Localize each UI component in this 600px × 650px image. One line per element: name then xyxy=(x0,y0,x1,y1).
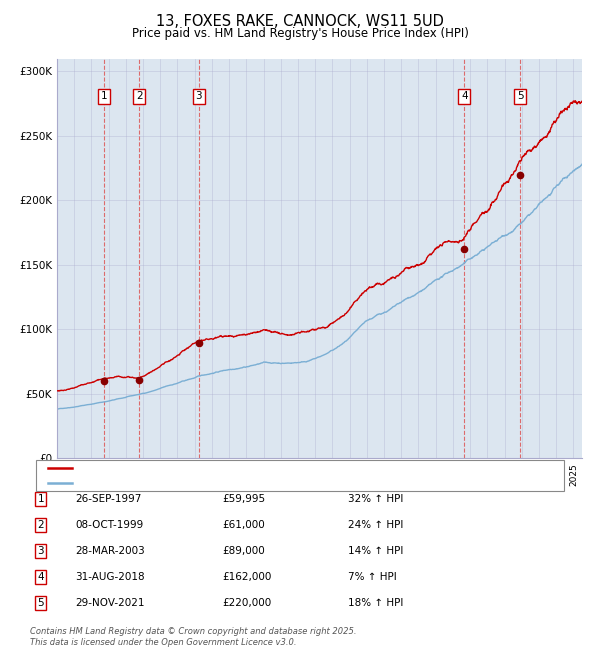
Text: 5: 5 xyxy=(517,92,524,101)
Text: 24% ↑ HPI: 24% ↑ HPI xyxy=(348,520,403,530)
Text: 32% ↑ HPI: 32% ↑ HPI xyxy=(348,494,403,504)
Text: 31-AUG-2018: 31-AUG-2018 xyxy=(75,572,145,582)
Text: 1: 1 xyxy=(37,494,44,504)
Text: 3: 3 xyxy=(196,92,202,101)
Text: £59,995: £59,995 xyxy=(222,494,265,504)
Text: £89,000: £89,000 xyxy=(222,546,265,556)
Text: 18% ↑ HPI: 18% ↑ HPI xyxy=(348,598,403,608)
Text: 4: 4 xyxy=(461,92,467,101)
Text: £220,000: £220,000 xyxy=(222,598,271,608)
Text: 1: 1 xyxy=(101,92,107,101)
Text: 29-NOV-2021: 29-NOV-2021 xyxy=(75,598,145,608)
Text: 13, FOXES RAKE, CANNOCK, WS11 5UD: 13, FOXES RAKE, CANNOCK, WS11 5UD xyxy=(156,14,444,29)
Text: 2: 2 xyxy=(136,92,142,101)
Text: 5: 5 xyxy=(37,598,44,608)
Text: 08-OCT-1999: 08-OCT-1999 xyxy=(75,520,143,530)
Text: Price paid vs. HM Land Registry's House Price Index (HPI): Price paid vs. HM Land Registry's House … xyxy=(131,27,469,40)
Text: 2: 2 xyxy=(37,520,44,530)
Text: 26-SEP-1997: 26-SEP-1997 xyxy=(75,494,142,504)
Text: 3: 3 xyxy=(37,546,44,556)
Text: 13, FOXES RAKE, CANNOCK, WS11 5UD (semi-detached house): 13, FOXES RAKE, CANNOCK, WS11 5UD (semi-… xyxy=(78,463,393,473)
Text: £61,000: £61,000 xyxy=(222,520,265,530)
Text: Contains HM Land Registry data © Crown copyright and database right 2025.
This d: Contains HM Land Registry data © Crown c… xyxy=(30,627,356,647)
Text: HPI: Average price, semi-detached house, Cannock Chase: HPI: Average price, semi-detached house,… xyxy=(78,478,367,488)
Text: 4: 4 xyxy=(37,572,44,582)
Text: 28-MAR-2003: 28-MAR-2003 xyxy=(75,546,145,556)
Text: 14% ↑ HPI: 14% ↑ HPI xyxy=(348,546,403,556)
Text: £162,000: £162,000 xyxy=(222,572,271,582)
Text: 7% ↑ HPI: 7% ↑ HPI xyxy=(348,572,397,582)
